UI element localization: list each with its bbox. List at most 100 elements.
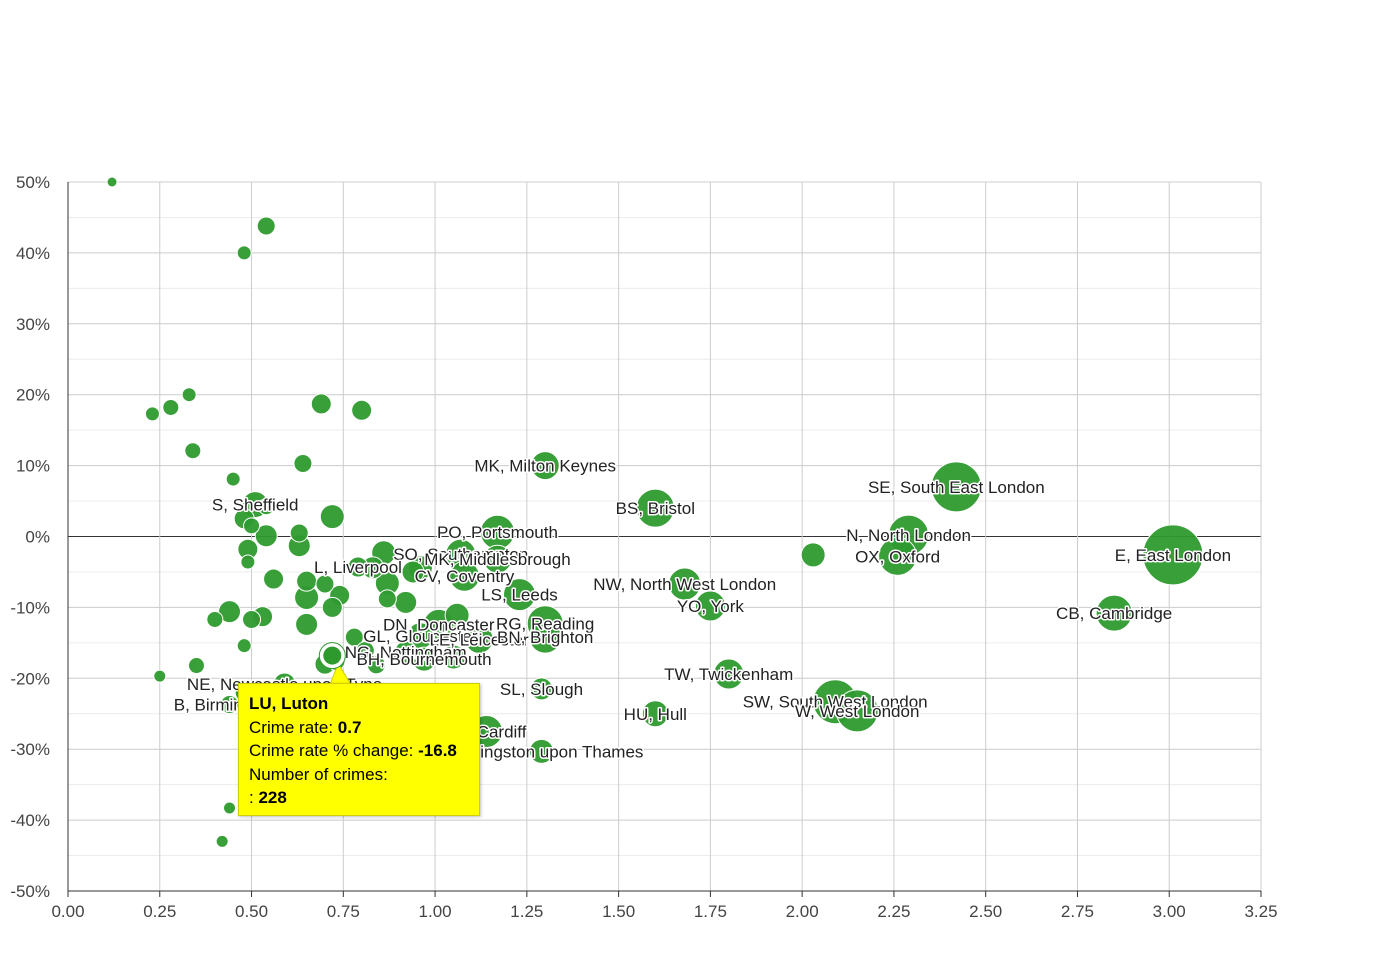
y-tick-label: 10% — [16, 457, 50, 476]
point-label: N, North London — [846, 526, 971, 545]
tooltip-rate-value: 0.7 — [337, 717, 362, 737]
point-label: NW, North West London — [593, 575, 776, 594]
highlighted-point — [318, 642, 352, 685]
point-label: SW, South West London — [743, 693, 928, 712]
data-point — [464, 624, 494, 654]
x-tick-label: 2.00 — [786, 902, 819, 921]
y-tick-label: -50% — [10, 882, 50, 901]
data-point — [344, 627, 364, 647]
point-label: TW, Twickenham — [664, 665, 793, 684]
y-tick-label: -30% — [10, 740, 50, 759]
point-label: W, West London — [795, 702, 919, 721]
data-point — [319, 504, 345, 530]
data-point — [106, 176, 118, 188]
tooltip: LU, Luton Crime rate: 0.7 Crime rate % c… — [238, 683, 480, 816]
data-point — [242, 609, 262, 629]
x-tick-label: 0.75 — [327, 902, 360, 921]
data-point — [243, 517, 261, 535]
tooltip-count-prefix: : — [249, 788, 259, 807]
data-point — [256, 216, 276, 236]
tooltip-title: LU, Luton — [249, 694, 329, 713]
x-tick-label: 2.75 — [1061, 902, 1094, 921]
data-point — [355, 641, 375, 661]
point-label: KT, Kingston upon Thames — [440, 742, 644, 761]
point-label: PO, Portsmouth — [437, 523, 558, 542]
data-point — [394, 640, 418, 664]
data-point — [263, 568, 285, 590]
point-label: MK, Milton Keynes — [474, 457, 616, 476]
point-label: LE, Leicester — [430, 630, 530, 649]
data-point — [310, 393, 332, 415]
y-tick-label: -20% — [10, 669, 50, 688]
tooltip-change-label: Crime rate % change: — [249, 741, 419, 760]
data-point — [181, 387, 197, 403]
data-point — [254, 524, 278, 548]
point-label: HU, Hull — [624, 705, 687, 724]
point-label: LS, Leeds — [481, 586, 558, 605]
x-tick-label: 0.50 — [235, 902, 268, 921]
data-point — [503, 578, 537, 612]
x-tick-label: 0.00 — [51, 902, 84, 921]
data-point — [187, 657, 205, 675]
data-point — [289, 523, 309, 543]
data-point — [528, 620, 562, 654]
point-label: BH, Bournemouth — [356, 650, 491, 669]
data-point — [184, 442, 202, 460]
y-tick-label: 20% — [16, 386, 50, 405]
data-point — [225, 471, 241, 487]
x-tick-label: 0.25 — [143, 902, 176, 921]
data-point — [835, 689, 879, 733]
data-point — [530, 451, 560, 481]
point-label: YO, York — [677, 597, 745, 616]
data-point — [641, 700, 669, 728]
data-point — [530, 677, 554, 701]
data-point — [223, 801, 237, 815]
data-point — [1095, 594, 1133, 632]
axes: -50% -40% -30% -20% -10% 0% 10% 20% 30% 40% 50% 0.0… — [10, 173, 1277, 921]
data-point — [206, 610, 224, 628]
data-point — [153, 669, 167, 683]
data-point — [366, 655, 386, 675]
y-tick-label: -40% — [10, 811, 50, 830]
point-label: SO, Southampton — [393, 545, 528, 564]
y-tick-label: 40% — [16, 244, 50, 263]
data-point — [401, 560, 425, 584]
point-label: BS, Bristol — [616, 499, 695, 518]
data-point — [236, 638, 252, 654]
x-tick-label: 1.00 — [419, 902, 452, 921]
x-tick-label: 2.50 — [969, 902, 1002, 921]
point-label: CB, Cambridge — [1056, 604, 1172, 623]
data-point — [236, 245, 252, 261]
point-label: MK, Middlesbrough — [424, 550, 570, 569]
y-tick-label: 0% — [25, 528, 50, 547]
data-point — [1142, 524, 1204, 586]
data-point — [321, 596, 343, 618]
data-point — [448, 560, 480, 592]
highlight-point — [323, 646, 342, 665]
x-tick-label: 3.25 — [1244, 902, 1277, 921]
point-label: L, Liverpool — [314, 558, 402, 577]
data-point — [240, 554, 256, 570]
data-point — [351, 399, 373, 421]
data-point — [293, 453, 313, 473]
point-label: DN, Doncaster — [383, 615, 495, 634]
tooltip-count-label: Number of crimes: — [249, 764, 388, 784]
point-label: CV, Coventry — [415, 567, 515, 586]
data-point — [257, 498, 275, 516]
y-tick-label: 50% — [16, 173, 50, 192]
data-point — [394, 590, 418, 614]
data-point — [162, 398, 180, 416]
data-point — [295, 612, 319, 636]
y-tick-label: -10% — [10, 598, 50, 617]
x-tick-label: 1.50 — [602, 902, 635, 921]
data-point — [713, 658, 745, 690]
tooltip-change-value: -16.8 — [418, 741, 457, 760]
data-point — [315, 574, 335, 594]
tooltip-count-value: 228 — [258, 788, 287, 807]
data-point — [529, 738, 555, 764]
y-tick-label: 30% — [16, 315, 50, 334]
x-tick-label: 1.25 — [510, 902, 543, 921]
x-tick-label: 3.00 — [1153, 902, 1186, 921]
data-point — [377, 589, 397, 609]
